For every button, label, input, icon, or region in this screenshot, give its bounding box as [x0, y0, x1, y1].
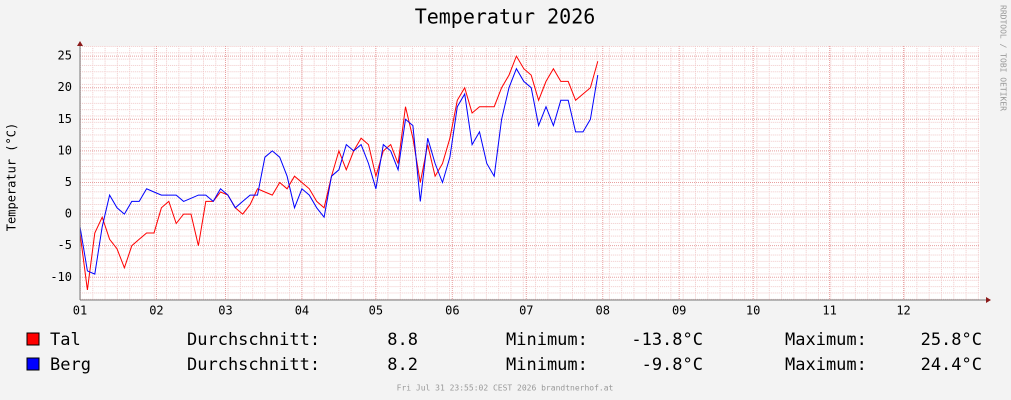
y-axis-label: Temperatur (°C)	[5, 123, 19, 231]
x-tick-label: 09	[672, 304, 686, 318]
y-tick-label: -5	[58, 238, 72, 252]
stat-value: 8.2	[387, 355, 418, 375]
stat-label: Durchschnitt:	[187, 330, 320, 350]
stat-value: -13.8°C	[631, 330, 703, 350]
x-tick-label: 06	[445, 304, 459, 318]
watermark: RRDTOOL / TOBI OETIKER	[999, 5, 1008, 111]
legend-swatch	[26, 332, 40, 346]
stat-value: 8.8	[387, 330, 418, 350]
y-tick-label: 5	[65, 175, 72, 189]
y-tick-label: 10	[58, 143, 72, 157]
stat-label: Maximum:	[785, 330, 867, 350]
y-tick-label: 0	[65, 207, 72, 221]
x-tick-label: 03	[218, 304, 232, 318]
x-tick-label: 02	[149, 304, 163, 318]
x-tick-label: 10	[746, 304, 760, 318]
x-tick-label: 07	[519, 304, 533, 318]
y-tick-label: 20	[58, 80, 72, 94]
x-tick-label: 04	[295, 304, 309, 318]
footer: Fri Jul 31 23:55:02 CEST 2026 brandtnerh…	[397, 384, 614, 393]
stat-value: 25.8°C	[921, 330, 982, 350]
legend-label: Tal	[50, 330, 81, 350]
y-tick-label: -10	[50, 270, 72, 284]
legend: Tal Durchschnitt: 8.8 Minimum: -13.8°C Maximu…	[26, 330, 982, 375]
minor-grid	[80, 46, 980, 300]
stat-label: Maximum:	[785, 355, 867, 375]
chart-title: Temperatur 2026	[415, 5, 596, 29]
y-tick-label: 15	[58, 112, 72, 126]
series-line	[79, 67, 599, 275]
y-tick-label: 25	[58, 49, 72, 63]
stat-label: Minimum:	[506, 330, 588, 350]
stat-value: -9.8°C	[642, 355, 703, 375]
stat-label: Durchschnitt:	[187, 355, 320, 375]
x-tick-label: 08	[596, 304, 610, 318]
x-tick-label: 05	[369, 304, 383, 318]
series-line	[79, 54, 599, 290]
x-tick-label: 11	[822, 304, 836, 318]
stat-label: Minimum:	[506, 355, 588, 375]
legend-swatch	[26, 357, 40, 371]
lines	[79, 54, 599, 290]
stat-value: 24.4°C	[921, 355, 982, 375]
legend-label: Berg	[50, 355, 91, 375]
x-tick-label: 12	[896, 304, 910, 318]
x-tick-label: 01	[73, 304, 87, 318]
